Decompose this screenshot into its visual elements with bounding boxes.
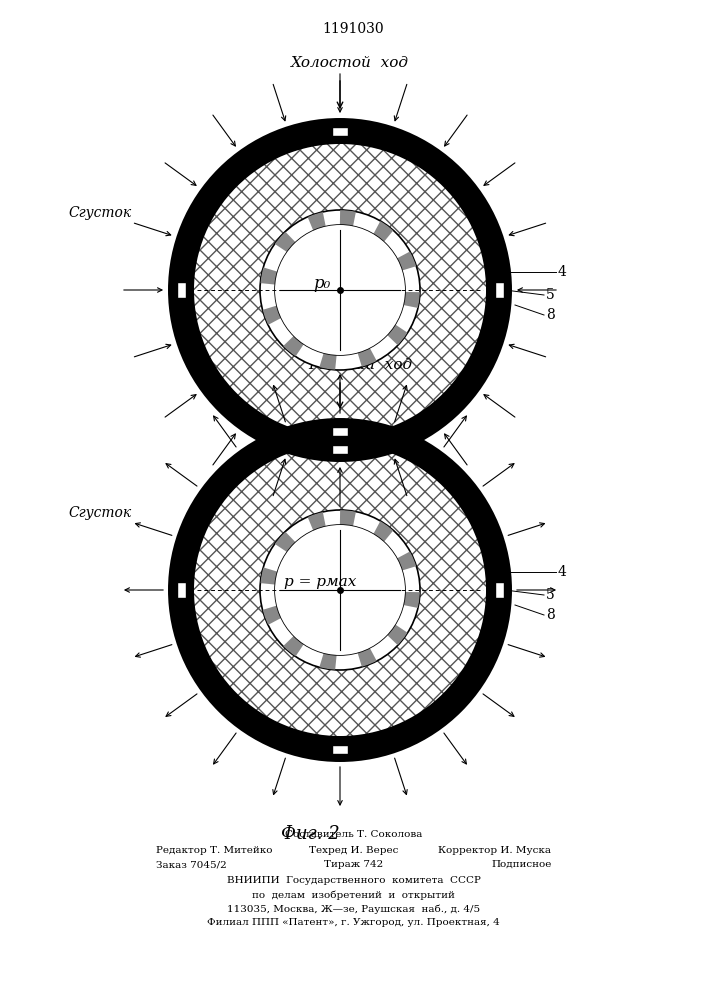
Circle shape <box>275 225 405 355</box>
Text: Холостой  ход: Холостой ход <box>291 56 409 70</box>
Text: ВНИИПИ  Государственного  комитета  СССР: ВНИИПИ Государственного комитета СССР <box>226 876 481 885</box>
FancyBboxPatch shape <box>332 426 348 436</box>
Text: Рабочий  ход: Рабочий ход <box>308 358 412 372</box>
Text: по  делам  изобретений  и  открытий: по делам изобретений и открытий <box>252 890 455 900</box>
Text: Заказ 7045/2: Заказ 7045/2 <box>156 860 226 869</box>
Text: Фиг. 2: Фиг. 2 <box>281 825 339 843</box>
Text: 8: 8 <box>546 608 555 622</box>
Text: 113035, Москва, Ж—зе, Раушская  наб., д. 4/5: 113035, Москва, Ж—зе, Раушская наб., д. … <box>227 904 480 914</box>
Text: 4: 4 <box>558 565 567 579</box>
Circle shape <box>260 510 420 670</box>
Text: 4: 4 <box>558 265 567 279</box>
Circle shape <box>170 420 510 760</box>
FancyBboxPatch shape <box>332 744 348 754</box>
Text: Сгусток: Сгусток <box>69 207 132 221</box>
Circle shape <box>275 525 405 655</box>
Text: 5: 5 <box>546 288 555 302</box>
Text: Подписное: Подписное <box>491 860 551 869</box>
FancyBboxPatch shape <box>332 126 348 135</box>
Text: Техред И. Верес: Техред И. Верес <box>309 846 398 855</box>
Text: Редактор Т. Митейко: Редактор Т. Митейко <box>156 846 272 855</box>
Text: Корректор И. Муска: Корректор И. Муска <box>438 846 551 855</box>
Circle shape <box>192 142 488 438</box>
Text: Филиал ППП «Патент», г. Ужгород, ул. Проектная, 4: Филиал ППП «Патент», г. Ужгород, ул. Про… <box>207 918 500 927</box>
Text: 5: 5 <box>546 588 555 602</box>
FancyBboxPatch shape <box>494 282 503 298</box>
FancyBboxPatch shape <box>332 444 348 454</box>
Text: 1191030: 1191030 <box>322 22 385 36</box>
Text: 8: 8 <box>546 308 555 322</box>
Circle shape <box>170 120 510 460</box>
Text: Составитель Т. Соколова: Составитель Т. Соколова <box>285 830 422 839</box>
Text: Сгусток: Сгусток <box>69 506 132 520</box>
FancyBboxPatch shape <box>177 582 185 598</box>
Text: Тираж 742: Тираж 742 <box>324 860 383 869</box>
Text: р = рмах: р = рмах <box>284 575 356 589</box>
Text: р₀: р₀ <box>313 275 331 292</box>
Circle shape <box>192 442 488 738</box>
FancyBboxPatch shape <box>494 582 503 598</box>
FancyBboxPatch shape <box>177 282 185 298</box>
Circle shape <box>260 210 420 370</box>
